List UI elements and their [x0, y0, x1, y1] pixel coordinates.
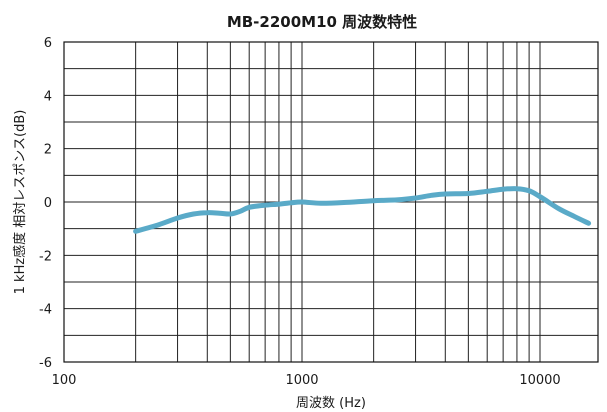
y-tick-label: 6	[44, 36, 52, 51]
x-axis-label: 周波数 (Hz)	[296, 396, 366, 411]
x-tick-label: 10000	[519, 373, 560, 388]
plot-frame	[63, 41, 599, 363]
y-tick-label: 2	[44, 143, 52, 158]
y-tick-label: 4	[44, 89, 52, 104]
response-series-line	[133, 186, 592, 234]
y-axis-ticks: 6 4 2 0 -2 -4 -6	[39, 36, 52, 371]
y-tick-label: -4	[39, 303, 52, 318]
chart-title: MB-2200M10 周波数特性	[227, 13, 417, 31]
x-tick-label: 100	[52, 373, 77, 388]
y-tick-label: -2	[39, 249, 52, 264]
x-axis-ticks: 100 1000 10000	[52, 373, 561, 388]
x-tick-label: 1000	[285, 373, 318, 388]
series-layer	[133, 186, 592, 234]
y-tick-label: 0	[44, 196, 52, 211]
y-tick-label: -6	[39, 356, 52, 371]
y-axis-label: 1 kHz感度 相対レスポンス(dB)	[12, 110, 28, 295]
